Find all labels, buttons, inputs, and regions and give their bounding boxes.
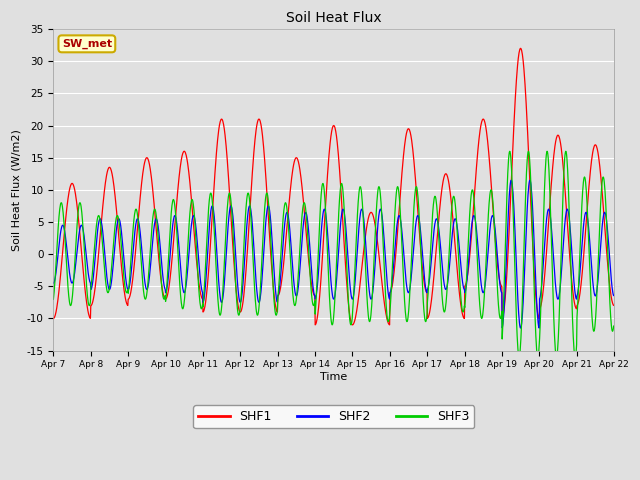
SHF2 bbox=[610, 293, 618, 299]
Line: SHF3: SHF3 bbox=[53, 151, 614, 357]
SHF2 bbox=[536, 325, 543, 331]
SHF1 bbox=[116, 243, 124, 249]
SHF2 bbox=[526, 177, 534, 183]
X-axis label: Time: Time bbox=[320, 372, 348, 382]
Line: SHF2: SHF2 bbox=[53, 180, 614, 328]
SHF1 bbox=[386, 322, 394, 328]
SHF2 bbox=[49, 280, 57, 286]
SHF1 bbox=[369, 211, 376, 216]
SHF3 bbox=[116, 224, 124, 229]
SHF3 bbox=[562, 148, 570, 154]
SHF3 bbox=[610, 323, 618, 329]
SHF2 bbox=[369, 292, 376, 298]
Line: SHF1: SHF1 bbox=[53, 48, 614, 325]
SHF1 bbox=[287, 179, 295, 184]
SHF2 bbox=[93, 236, 100, 241]
SHF3 bbox=[572, 354, 579, 360]
SHF2 bbox=[309, 283, 317, 289]
SHF1 bbox=[610, 302, 618, 308]
Text: SW_met: SW_met bbox=[62, 39, 112, 49]
SHF1 bbox=[299, 192, 307, 198]
SHF3 bbox=[287, 270, 295, 276]
SHF1 bbox=[516, 46, 524, 51]
SHF3 bbox=[299, 205, 307, 211]
SHF3 bbox=[93, 220, 100, 226]
Title: Soil Heat Flux: Soil Heat Flux bbox=[286, 11, 381, 25]
SHF2 bbox=[287, 246, 295, 252]
SHF3 bbox=[309, 302, 317, 308]
SHF2 bbox=[116, 217, 124, 223]
SHF3 bbox=[369, 290, 376, 296]
SHF2 bbox=[299, 227, 307, 233]
Y-axis label: Soil Heat Flux (W/m2): Soil Heat Flux (W/m2) bbox=[11, 129, 21, 251]
SHF3 bbox=[49, 297, 57, 302]
SHF1 bbox=[93, 270, 100, 276]
SHF1 bbox=[309, 289, 317, 295]
SHF1 bbox=[49, 315, 57, 321]
Legend: SHF1, SHF2, SHF3: SHF1, SHF2, SHF3 bbox=[193, 405, 474, 428]
